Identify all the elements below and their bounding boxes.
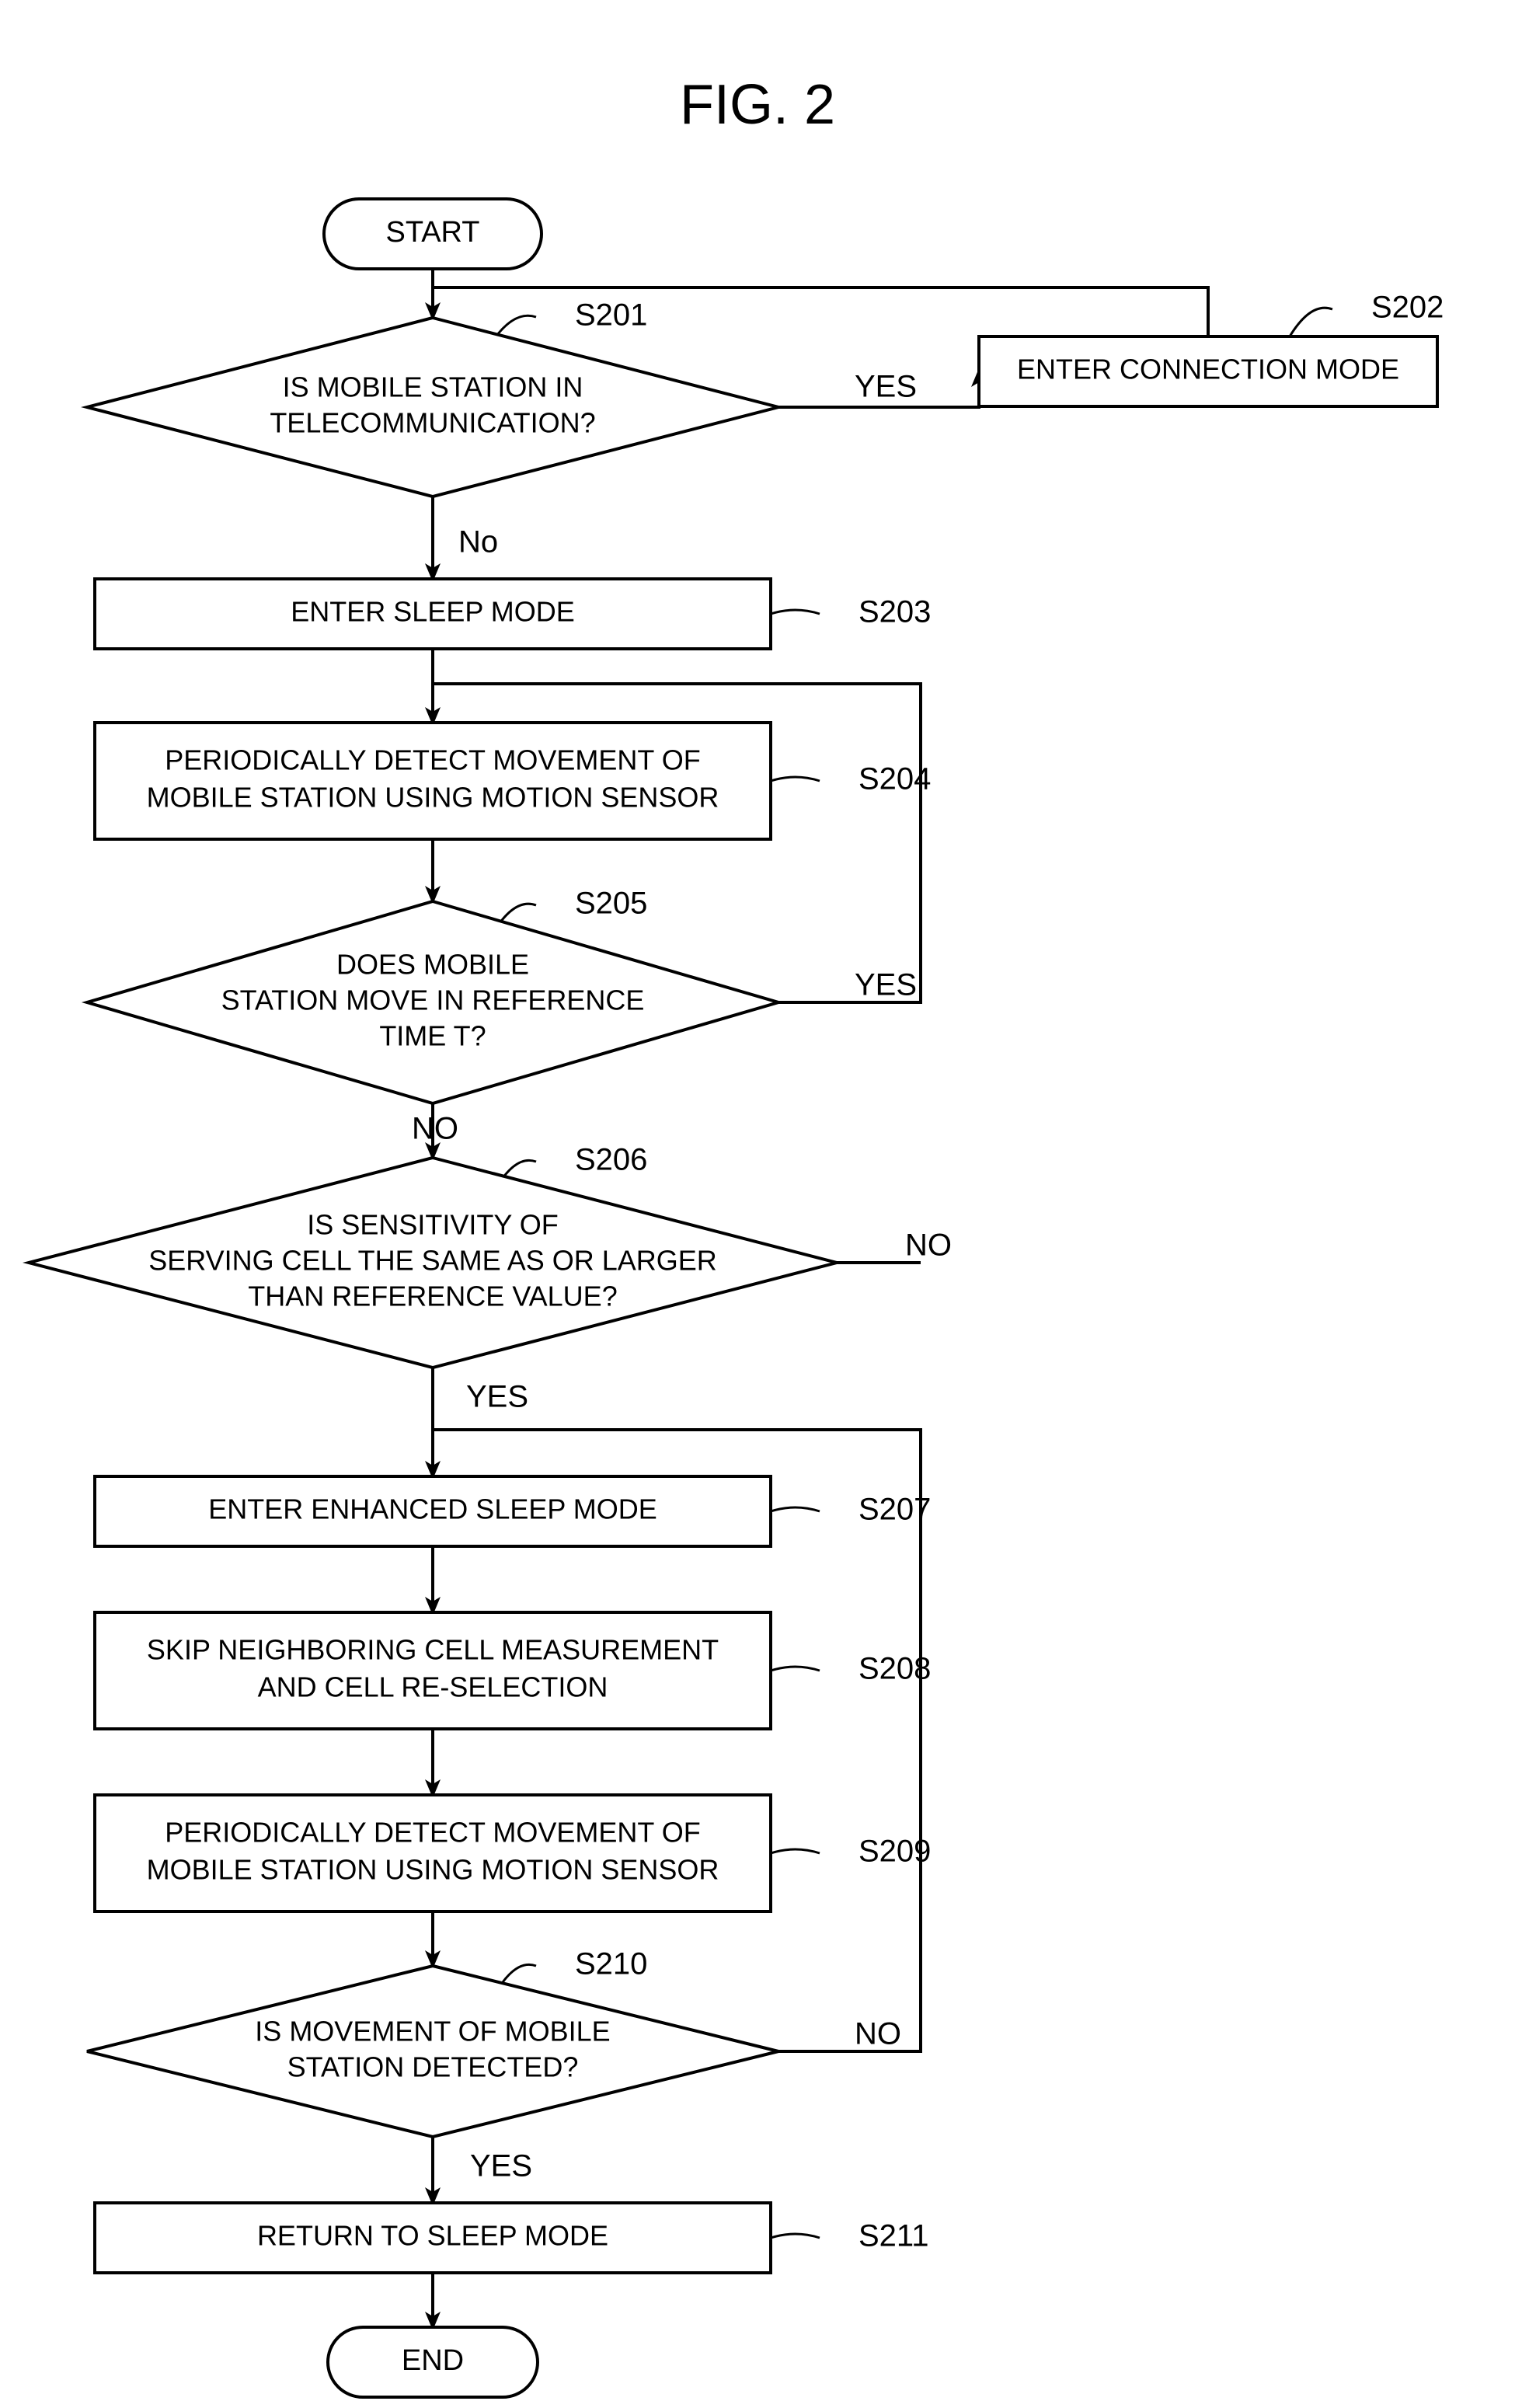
svg-text:YES: YES [855, 968, 917, 1002]
svg-text:IS MOVEMENT OF MOBILE: IS MOVEMENT OF MOBILE [255, 2016, 610, 2047]
svg-text:ENTER SLEEP MODE: ENTER SLEEP MODE [291, 596, 574, 628]
svg-text:DOES MOBILE: DOES MOBILE [336, 949, 529, 981]
svg-text:TIME T?: TIME T? [379, 1020, 486, 1052]
svg-text:S208: S208 [858, 1652, 931, 1686]
svg-text:S202: S202 [1371, 291, 1444, 325]
svg-text:YES: YES [855, 370, 917, 404]
svg-text:S210: S210 [575, 1947, 647, 1981]
svg-text:NO: NO [855, 2017, 901, 2051]
svg-text:FIG. 2: FIG. 2 [680, 74, 835, 136]
svg-text:MOBILE STATION USING MOTION SE: MOBILE STATION USING MOTION SENSOR [147, 782, 719, 814]
svg-text:S205: S205 [575, 887, 647, 921]
svg-text:AND CELL RE-SELECTION: AND CELL RE-SELECTION [258, 1671, 608, 1703]
svg-text:START: START [385, 216, 479, 249]
svg-text:MOBILE STATION USING MOTION SE: MOBILE STATION USING MOTION SENSOR [147, 1854, 719, 1886]
svg-text:S211: S211 [858, 2219, 928, 2253]
svg-text:S207: S207 [858, 1493, 931, 1527]
svg-text:SERVING CELL THE SAME AS OR LA: SERVING CELL THE SAME AS OR LARGER [148, 1245, 717, 1277]
svg-text:NO: NO [412, 1112, 458, 1146]
svg-text:S203: S203 [858, 595, 931, 629]
svg-text:YES: YES [470, 2149, 532, 2183]
svg-text:ENTER CONNECTION MODE: ENTER CONNECTION MODE [1017, 354, 1399, 385]
svg-text:S204: S204 [858, 762, 931, 796]
svg-text:S201: S201 [575, 298, 647, 333]
svg-text:PERIODICALLY DETECT MOVEMENT O: PERIODICALLY DETECT MOVEMENT OF [165, 744, 700, 776]
svg-text:IS SENSITIVITY OF: IS SENSITIVITY OF [307, 1209, 558, 1241]
svg-text:No: No [458, 525, 498, 559]
svg-text:TELECOMMUNICATION?: TELECOMMUNICATION? [270, 407, 595, 439]
svg-text:END: END [402, 2344, 464, 2377]
svg-text:S206: S206 [575, 1143, 647, 1177]
svg-text:STATION MOVE IN REFERENCE: STATION MOVE IN REFERENCE [221, 984, 645, 1016]
svg-text:STATION DETECTED?: STATION DETECTED? [287, 2051, 579, 2083]
svg-text:YES: YES [466, 1380, 528, 1414]
svg-text:S209: S209 [858, 1835, 931, 1869]
svg-text:PERIODICALLY DETECT MOVEMENT O: PERIODICALLY DETECT MOVEMENT OF [165, 1817, 700, 1849]
svg-text:ENTER ENHANCED SLEEP MODE: ENTER ENHANCED SLEEP MODE [208, 1493, 656, 1525]
svg-text:NO: NO [905, 1228, 952, 1263]
svg-text:SKIP NEIGHBORING CELL MEASUREM: SKIP NEIGHBORING CELL MEASUREMENT [147, 1634, 719, 1666]
svg-text:IS MOBILE STATION IN: IS MOBILE STATION IN [283, 371, 583, 403]
svg-text:THAN REFERENCE VALUE?: THAN REFERENCE VALUE? [248, 1281, 617, 1312]
svg-text:RETURN TO SLEEP MODE: RETURN TO SLEEP MODE [257, 2220, 608, 2252]
